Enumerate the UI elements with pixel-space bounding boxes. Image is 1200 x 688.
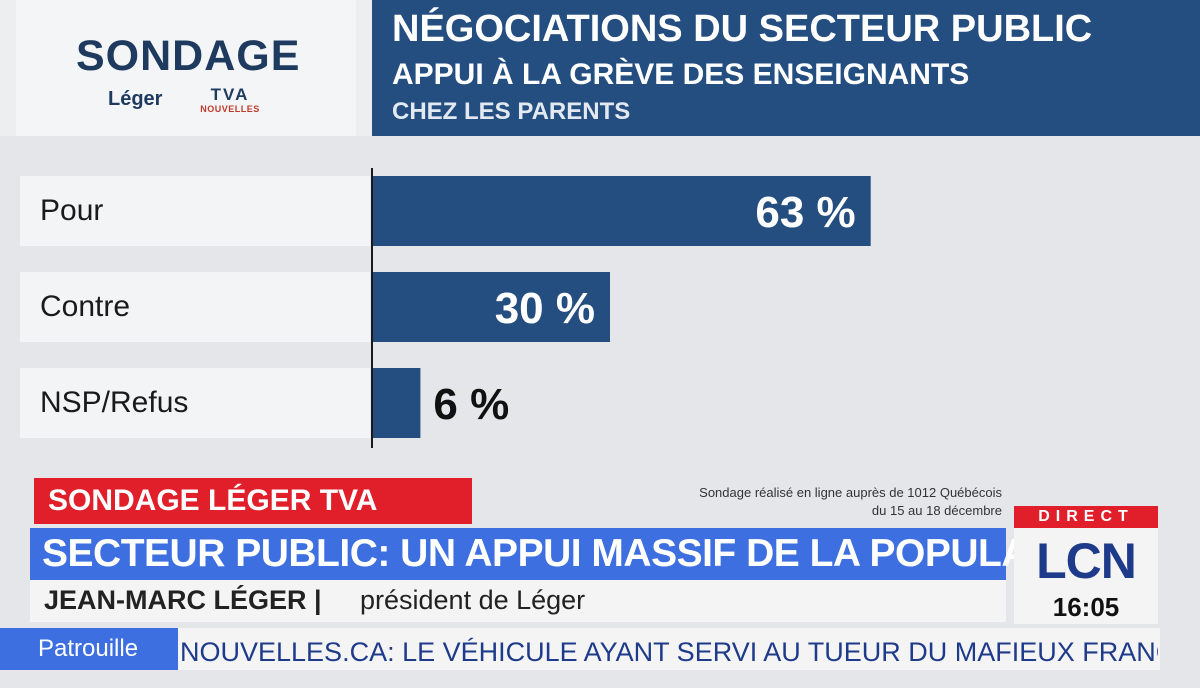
speaker-name: JEAN-MARC LÉGER |	[44, 585, 322, 615]
chart-title: NÉGOCIATIONS DU SECTEUR PUBLIC	[392, 8, 1093, 50]
category-label-pour: Pour	[20, 176, 370, 246]
chart-title-panel: NÉGOCIATIONS DU SECTEUR PUBLIC APPUI À L…	[372, 0, 1200, 136]
ticker-label: Patrouille	[0, 628, 178, 670]
nouvelles-logo-text: NOUVELLES	[200, 104, 260, 114]
bar-0	[373, 176, 871, 246]
leger-logo: Léger	[108, 88, 163, 110]
live-badge-text: DIRECT	[1038, 508, 1134, 525]
source-line-2: du 15 au 18 décembre	[871, 503, 1002, 518]
tva-nouvelles-logo: TVA NOUVELLES	[184, 85, 276, 115]
data-label-1: 30 %	[495, 284, 595, 333]
source-line-1: Sondage réalisé en ligne auprès de 1012 …	[699, 485, 1002, 500]
strap-label: SONDAGE LÉGER TVA	[34, 478, 472, 524]
category-text: NSP/Refus	[40, 386, 189, 419]
speaker-role: président de Léger	[360, 585, 586, 615]
news-ticker	[0, 628, 1160, 670]
ticker-label-text: Patrouille	[38, 635, 139, 662]
logo-title: SONDAGE	[76, 32, 301, 80]
live-badge: DIRECT	[1014, 506, 1158, 528]
strap-label-text: SONDAGE LÉGER TVA	[48, 484, 378, 517]
chart-subtitle-2: CHEZ LES PARENTS	[392, 98, 631, 125]
data-label-2: 6 %	[433, 380, 509, 429]
tva-logo-text: TVA	[210, 85, 250, 104]
ticker-text: NOUVELLES.CA: LE VÉHICULE AYANT SERVI AU…	[180, 637, 1158, 667]
poll-logo: SONDAGE Léger TVA NOUVELLES	[16, 0, 356, 136]
category-text: Contre	[40, 290, 131, 323]
bar-2	[373, 368, 421, 438]
chart-subtitle: APPUI À LA GRÈVE DES ENSEIGNANTS	[392, 58, 970, 91]
poll-source-note: Sondage réalisé en ligne auprès de 1012 …	[600, 484, 1002, 520]
data-label-0: 63 %	[755, 188, 855, 237]
category-text: Pour	[40, 194, 104, 227]
category-label-contre: Contre	[20, 272, 370, 342]
news-headline: SECTEUR PUBLIC: UN APPUI MASSIF DE LA PO…	[30, 528, 1118, 580]
lcn-logo: LCN	[1036, 533, 1137, 589]
category-label-nsp: NSP/Refus	[20, 368, 370, 438]
clock: 16:05	[1052, 592, 1120, 622]
channel-bug: LCN 16:05	[1014, 528, 1158, 624]
bar-chart: 63 % 30 % 6 %	[371, 168, 871, 448]
headline-text: SECTEUR PUBLIC: UN APPUI MASSIF DE LA PO…	[42, 532, 1118, 575]
bar-1	[373, 272, 610, 342]
speaker-bar: JEAN-MARC LÉGER | président de Léger	[30, 580, 1006, 622]
